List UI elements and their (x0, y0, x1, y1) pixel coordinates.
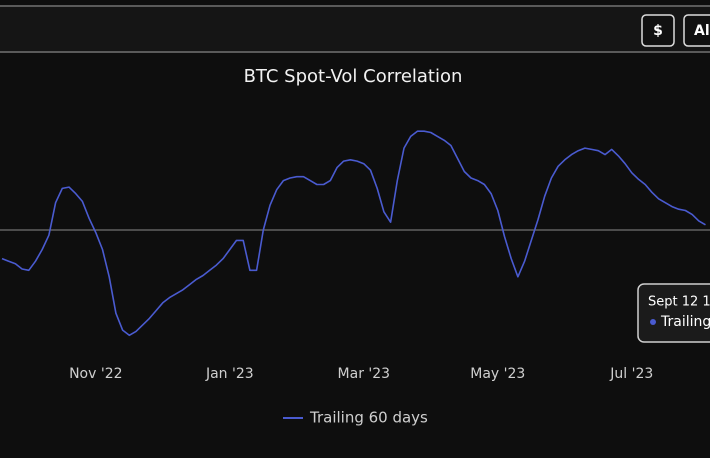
tooltip-box (637, 283, 710, 343)
toolbar (0, 5, 710, 53)
plot-area: Nov '22 Jan '23 Mar '23 May '23 Jul '23 (0, 130, 710, 382)
x-tick-label: Nov '22 (69, 366, 122, 382)
tooltip-series: Trailing (660, 314, 710, 330)
tooltip: Sept 12 12 Trailing (637, 283, 710, 343)
all-button[interactable]: Al (683, 14, 710, 47)
tooltip-dot (650, 319, 656, 325)
tooltip-title: Sept 12 12 (648, 295, 710, 310)
button-label[interactable]: Al (694, 23, 710, 39)
x-tick-label: Mar '23 (338, 366, 391, 382)
button-label[interactable]: $ (653, 23, 663, 39)
button-frame (683, 14, 710, 47)
x-tick-label: Jul '23 (609, 366, 653, 382)
x-tick-label: Jan '23 (205, 366, 254, 382)
legend-label: Trailing 60 days (309, 409, 428, 427)
x-tick-label: May '23 (470, 366, 525, 382)
chart-title: BTC Spot-Vol Correlation (244, 66, 463, 87)
series-line (1, 130, 706, 337)
button-frame (641, 14, 675, 47)
dollar-button[interactable]: $ (641, 14, 675, 47)
